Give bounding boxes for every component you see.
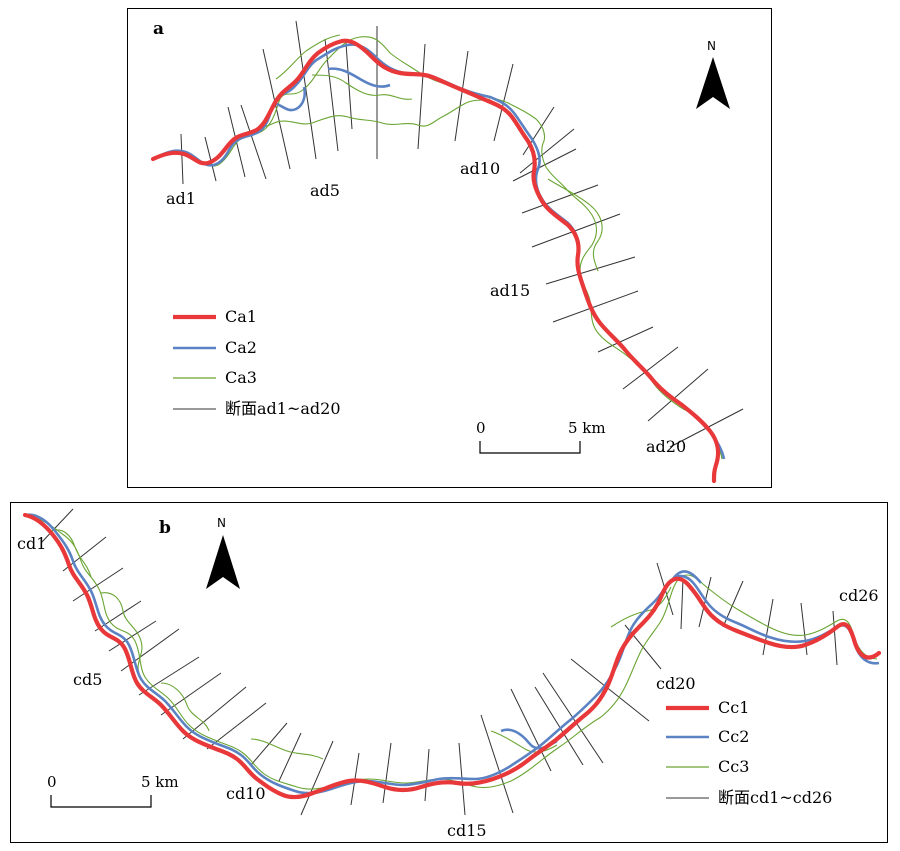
legend-section-a: 断面ad1~ad20 [225, 399, 341, 418]
svg-text:0: 0 [476, 419, 486, 437]
legend-ca1: Ca1 [225, 307, 257, 326]
svg-text:N: N [217, 516, 226, 530]
legend-cc3: Cc3 [718, 757, 749, 776]
panel-a-letter: a [153, 19, 164, 39]
channel-ca3 [152, 34, 723, 460]
channel-ca2 [152, 43, 726, 460]
panel-b-letter: b [159, 518, 171, 538]
legend-ca3: Ca3 [225, 368, 257, 387]
svg-text:5 km: 5 km [568, 419, 606, 437]
legend-ca2: Ca2 [225, 338, 257, 357]
legend-cc2: Cc2 [718, 727, 749, 746]
section-label-cd15: cd15 [447, 821, 487, 840]
sections-a [180, 20, 744, 448]
channel-cc1 [22, 512, 882, 800]
channel-ca1 [150, 38, 721, 484]
section-label-cd10: cd10 [226, 784, 266, 803]
section-label-cd20: cd20 [656, 674, 696, 693]
channel-cc3 [24, 514, 878, 790]
section-label-ad20: ad20 [646, 437, 686, 456]
section-label-cd1: cd1 [17, 534, 46, 553]
legend-cc1: Cc1 [718, 698, 749, 717]
scale-bar-a: 0 5 km [476, 419, 606, 454]
map-panel-b: b [10, 502, 888, 843]
channel-cc2 [24, 513, 880, 795]
svg-text:5 km: 5 km [141, 773, 179, 791]
section-label-cd26: cd26 [839, 586, 879, 605]
north-arrow-icon: N [696, 39, 730, 109]
map-b-canvas: b [17, 508, 882, 840]
section-label-ad10: ad10 [460, 159, 500, 178]
legend-section-b: 断面cd1~cd26 [718, 788, 832, 807]
section-label-cd5: cd5 [73, 670, 102, 689]
legend-a: Ca1 Ca2 Ca3 断面ad1~ad20 [173, 307, 341, 418]
legend-b: Cc1 Cc2 Cc3 断面cd1~cd26 [666, 698, 832, 807]
north-arrow-icon: N [206, 516, 240, 589]
section-label-ad15: ad15 [490, 281, 530, 300]
section-label-ad1: ad1 [166, 189, 196, 208]
map-a-canvas: a [150, 19, 744, 484]
scale-bar-b: 0 5 km [47, 773, 179, 808]
svg-text:N: N [707, 39, 716, 53]
section-label-ad5: ad5 [310, 181, 340, 200]
svg-text:0: 0 [47, 773, 57, 791]
map-panel-a: a [127, 8, 772, 488]
